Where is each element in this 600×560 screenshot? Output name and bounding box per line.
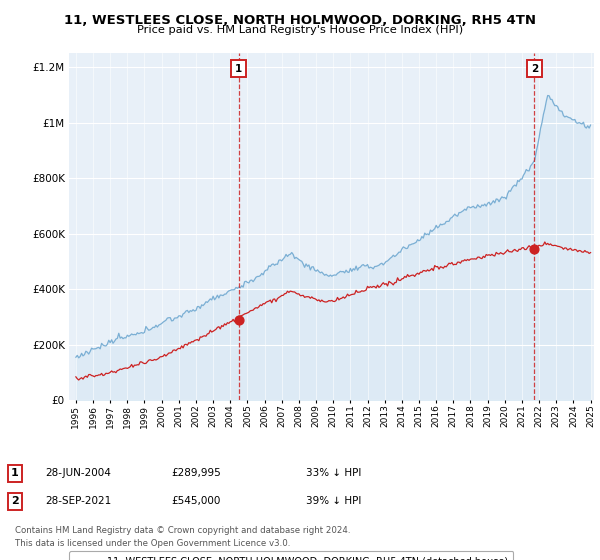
Text: Contains HM Land Registry data © Crown copyright and database right 2024.: Contains HM Land Registry data © Crown c… (15, 526, 350, 535)
Text: This data is licensed under the Open Government Licence v3.0.: This data is licensed under the Open Gov… (15, 539, 290, 548)
Text: 1: 1 (11, 468, 19, 478)
Legend: 11, WESTLEES CLOSE, NORTH HOLMWOOD, DORKING, RH5 4TN (detached house), HPI: Aver: 11, WESTLEES CLOSE, NORTH HOLMWOOD, DORK… (68, 551, 514, 560)
Text: Price paid vs. HM Land Registry's House Price Index (HPI): Price paid vs. HM Land Registry's House … (137, 25, 463, 35)
Text: 28-SEP-2021: 28-SEP-2021 (45, 496, 111, 506)
Text: 28-JUN-2004: 28-JUN-2004 (45, 468, 111, 478)
Text: 39% ↓ HPI: 39% ↓ HPI (306, 496, 361, 506)
Text: 1: 1 (235, 64, 242, 74)
Point (530, 245, 539, 254)
Text: 2: 2 (11, 496, 19, 506)
Text: 33% ↓ HPI: 33% ↓ HPI (306, 468, 361, 478)
Text: £289,995: £289,995 (171, 468, 221, 478)
Text: £545,000: £545,000 (171, 496, 220, 506)
Text: 11, WESTLEES CLOSE, NORTH HOLMWOOD, DORKING, RH5 4TN: 11, WESTLEES CLOSE, NORTH HOLMWOOD, DORK… (64, 14, 536, 27)
Point (234, 315, 244, 324)
Text: 2: 2 (531, 64, 538, 74)
